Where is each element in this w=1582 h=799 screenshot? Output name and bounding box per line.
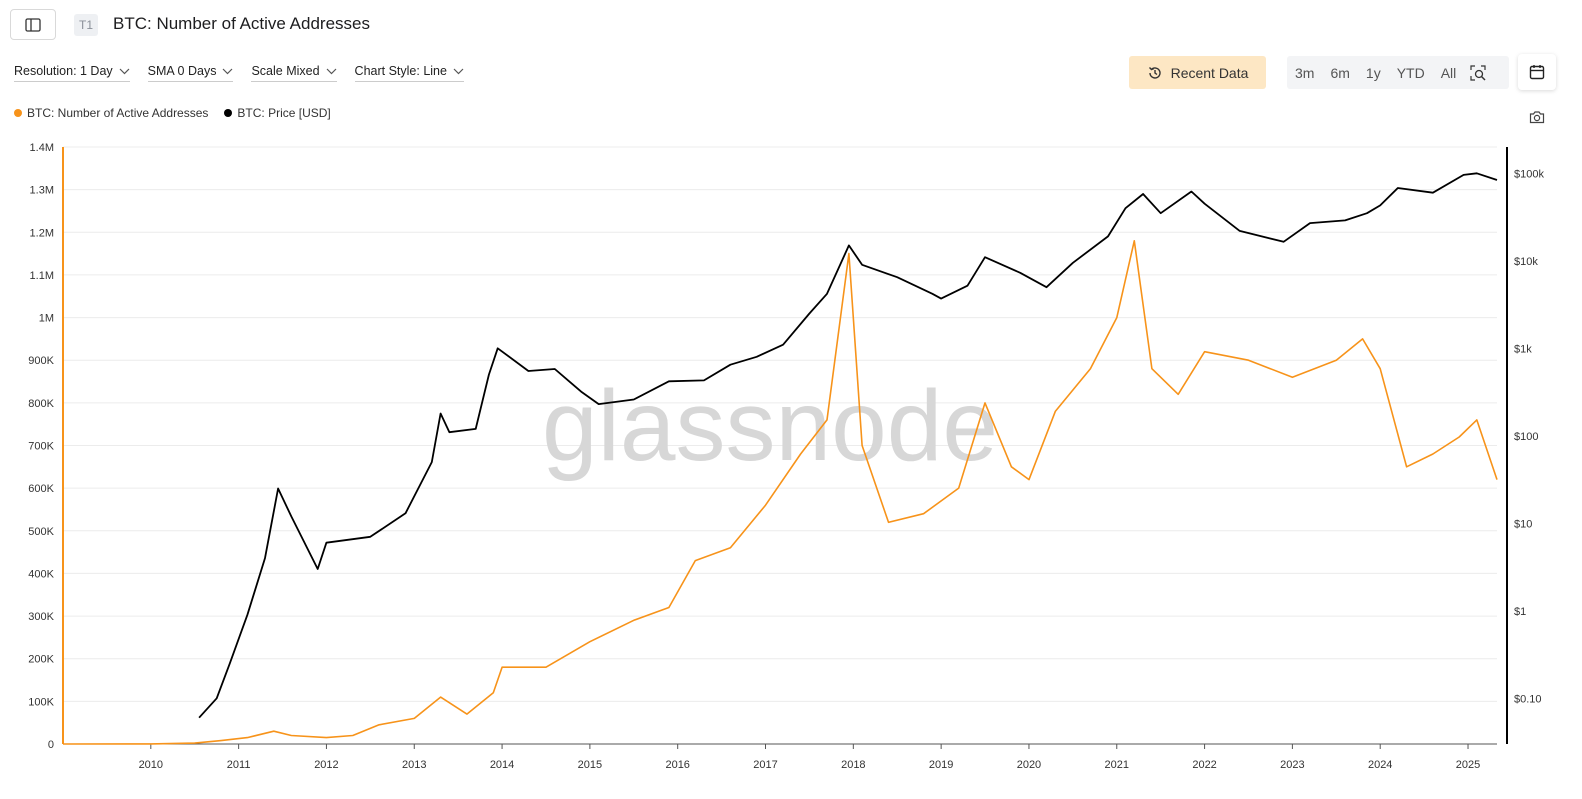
legend-swatch (14, 109, 22, 117)
chevron-down-icon (326, 68, 336, 74)
calendar-button[interactable] (1518, 54, 1556, 90)
chart-style-dropdown[interactable]: Chart Style: Line (354, 64, 464, 82)
y-tick-label: 1.2M (30, 227, 54, 239)
chart-area[interactable]: 0 100K 200K 300K 400K 500K 600K 700K 800K 900K 1M 1… (0, 130, 1582, 799)
history-icon (1148, 66, 1161, 79)
chart-style-label: Chart Style: Line (354, 64, 447, 78)
scale-dropdown[interactable]: Scale Mixed (251, 64, 337, 82)
scale-label: Scale Mixed (251, 64, 320, 78)
y2-tick-label: $1k (1514, 343, 1532, 355)
y2-tick-label: $100k (1514, 168, 1544, 180)
y-tick-label: 500K (28, 526, 54, 538)
y2-tick-label: $1 (1514, 606, 1526, 618)
chevron-down-icon (453, 68, 464, 74)
sma-dropdown[interactable]: SMA 0 Days (147, 64, 234, 82)
resolution-label: Resolution: 1 Day (14, 64, 113, 78)
y-tick-label: 1.4M (30, 142, 54, 154)
y2-tick-label: $0.10 (1514, 693, 1542, 705)
x-tick-label: 2022 (1192, 759, 1216, 771)
resolution-dropdown[interactable]: Resolution: 1 Day (14, 64, 130, 82)
x-tick-label: 2016 (665, 759, 689, 771)
y2-tick-label: $10k (1514, 256, 1538, 268)
recent-data-button[interactable]: Recent Data (1129, 56, 1266, 89)
chevron-down-icon (119, 68, 130, 74)
y2-tick-label: $100 (1514, 431, 1538, 443)
x-tick-label: 2014 (490, 759, 514, 771)
x-tick-label: 2017 (753, 759, 777, 771)
range-6m-button[interactable]: 6m (1330, 64, 1350, 81)
x-tick-label: 2013 (402, 759, 426, 771)
y-tick-label: 600K (28, 483, 54, 495)
range-1y-button[interactable]: 1y (1365, 64, 1381, 81)
y2-tick-label: $10 (1514, 518, 1532, 530)
sidebar-toggle-button[interactable] (10, 9, 56, 40)
x-tick-label: 2021 (1105, 759, 1129, 771)
y-tick-label: 0 (48, 739, 54, 751)
camera-icon[interactable] (1529, 110, 1545, 129)
zoom-select-icon[interactable] (1470, 64, 1486, 81)
chevron-down-icon (223, 68, 233, 74)
series-line-price (198, 172, 1498, 719)
legend-item-price[interactable]: BTC: Price [USD] (224, 106, 331, 120)
y-tick-label: 1.1M (30, 270, 54, 282)
range-ytd-button[interactable]: YTD (1396, 64, 1425, 81)
sidebar-icon (25, 17, 41, 32)
legend-item-active-addresses[interactable]: BTC: Number of Active Addresses (14, 106, 208, 120)
x-tick-label: 2020 (1017, 759, 1041, 771)
y-tick-label: 200K (28, 654, 54, 666)
range-selector: 3m 6m 1y YTD All (1287, 56, 1509, 89)
x-tick-label: 2015 (578, 759, 602, 771)
x-tick-label: 2025 (1456, 759, 1480, 771)
y-tick-label: 800K (28, 398, 54, 410)
x-tick-label: 2024 (1368, 759, 1392, 771)
series-line-active-addresses (62, 240, 1498, 745)
page-title: BTC: Number of Active Addresses (113, 14, 370, 33)
y-tick-label: 1.3M (30, 185, 54, 197)
chart-legend: BTC: Number of Active Addresses BTC: Pri… (14, 106, 331, 120)
legend-label: BTC: Number of Active Addresses (27, 106, 209, 120)
y-tick-label: 100K (28, 696, 54, 708)
y-tick-label: 700K (28, 441, 54, 453)
legend-swatch (224, 109, 233, 117)
x-tick-label: 2019 (929, 759, 953, 771)
y-tick-label: 300K (28, 611, 54, 623)
tier-badge: T1 (74, 14, 98, 36)
legend-label: BTC: Price [USD] (237, 106, 331, 120)
range-all-button[interactable]: All (1440, 64, 1457, 81)
x-tick-label: 2011 (227, 759, 251, 771)
y-tick-label: 400K (28, 568, 54, 580)
calendar-icon (1529, 65, 1545, 80)
y-tick-label: 1M (39, 313, 54, 325)
recent-data-label: Recent Data (1170, 64, 1249, 81)
x-tick-label: 2018 (841, 759, 865, 771)
chart-controls: Resolution: 1 Day SMA 0 Days Scale Mixed… (14, 64, 464, 82)
watermark-text: glassnode (542, 370, 998, 482)
x-tick-label: 2012 (314, 759, 338, 771)
x-tick-label: 2023 (1280, 759, 1304, 771)
x-tick-label: 2010 (139, 759, 163, 771)
range-3m-button[interactable]: 3m (1295, 64, 1315, 81)
y-tick-label: 900K (28, 355, 54, 367)
sma-label: SMA 0 Days (147, 64, 217, 78)
